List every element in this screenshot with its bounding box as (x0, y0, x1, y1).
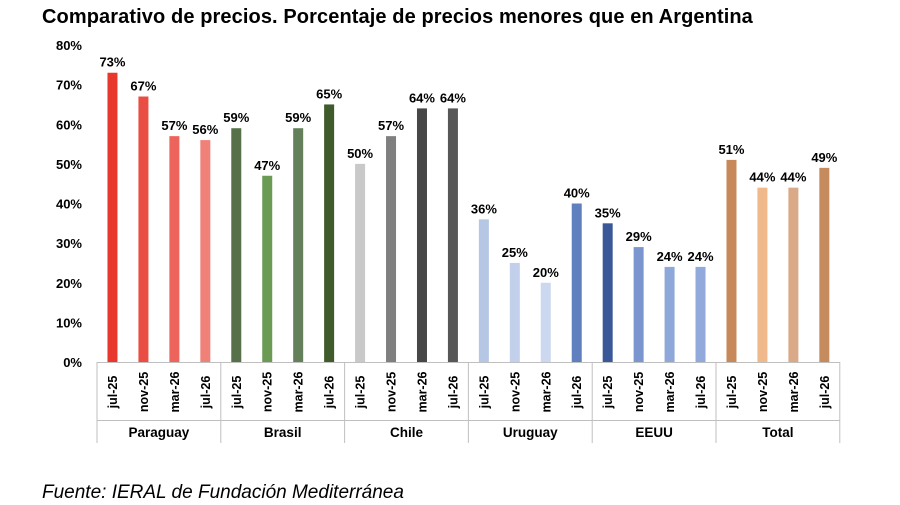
period-tick-label: jul-25 (230, 376, 244, 410)
period-tick-label: jul-26 (323, 376, 337, 410)
period-tick-label: jul-26 (199, 376, 213, 410)
data-label: 20% (533, 265, 559, 280)
period-tick-label: nov-25 (137, 372, 151, 412)
data-label: 40% (564, 186, 590, 201)
x-axis: jul-25 nov-25 mar-26 jul-26 Paraguay jul-25 no… (96, 362, 841, 443)
data-label: 50% (347, 146, 373, 161)
period-tick-label: nov-25 (756, 372, 770, 412)
data-label: 44% (749, 170, 775, 185)
period-tick-label: mar-26 (292, 371, 306, 412)
period-tick-label: mar-26 (787, 371, 801, 412)
period-tick-label: mar-26 (539, 371, 553, 412)
y-tick-label: 0% (63, 355, 82, 370)
data-labels: 73% 67% 57% 56% 59% 47% 59% 65% 50% 57% 64% 64% 36% 2… (99, 55, 837, 280)
bar-brasil-mar-26 (293, 128, 304, 362)
bar-paraguay-jul-26 (200, 140, 211, 362)
data-label: 36% (471, 201, 497, 216)
bars (107, 72, 830, 363)
period-tick-label: jul-25 (354, 376, 368, 410)
period-tick-label: jul-25 (725, 376, 739, 410)
bar-eeuu-jul-25 (602, 223, 613, 362)
data-label: 29% (626, 229, 652, 244)
source-note: Fuente: IERAL de Fundación Mediterránea (42, 482, 404, 503)
y-tick-label: 80% (56, 38, 82, 53)
period-tick-label: nov-25 (385, 372, 399, 412)
bar-paraguay-nov-25 (138, 96, 149, 362)
data-label: 25% (502, 245, 528, 260)
data-label: 35% (595, 205, 621, 220)
group-label-paraguay: Paraguay (129, 425, 190, 440)
data-label: 47% (254, 158, 280, 173)
period-tick-label: jul-26 (818, 376, 832, 410)
data-label: 51% (718, 142, 744, 157)
group-label-total: Total (762, 425, 793, 440)
bar-uruguay-nov-25 (509, 262, 520, 362)
bar-brasil-jul-25 (231, 128, 242, 362)
bar-total-nov-25 (757, 187, 768, 362)
period-tick-label: nov-25 (261, 372, 275, 412)
chart-title: Comparativo de precios. Porcentaje de pr… (42, 6, 753, 28)
group-label-eeuu: EEUU (635, 425, 673, 440)
period-tick-label: mar-26 (415, 371, 429, 412)
bar-brasil-nov-25 (262, 175, 273, 362)
bar-paraguay-mar-26 (169, 136, 180, 362)
data-label: 57% (378, 118, 404, 133)
period-tick-label: jul-26 (694, 376, 708, 410)
bar-eeuu-jul-26 (695, 266, 706, 362)
data-label: 64% (409, 90, 435, 105)
data-label: 57% (161, 118, 187, 133)
period-tick-label: jul-25 (477, 376, 491, 410)
data-label: 49% (811, 150, 837, 165)
y-tick-label: 60% (56, 117, 82, 132)
period-tick-label: nov-25 (632, 372, 646, 412)
y-tick-label: 10% (56, 315, 82, 330)
bar-chile-mar-26 (416, 108, 427, 363)
period-tick-label: jul-25 (601, 376, 615, 410)
bar-uruguay-jul-25 (478, 219, 489, 362)
y-tick-label: 30% (56, 236, 82, 251)
period-tick-label: mar-26 (663, 371, 677, 412)
bar-total-jul-25 (726, 159, 737, 362)
bar-eeuu-nov-25 (633, 247, 644, 362)
data-label: 59% (285, 110, 311, 125)
y-tick-label: 50% (56, 157, 82, 172)
bar-chile-nov-25 (386, 136, 397, 362)
y-tick-label: 20% (56, 276, 82, 291)
period-tick-label: jul-25 (106, 376, 120, 410)
y-tick-label: 70% (56, 78, 82, 93)
data-label: 56% (192, 122, 218, 137)
bar-total-mar-26 (788, 187, 799, 362)
data-label: 59% (223, 110, 249, 125)
group-label-brasil: Brasil (264, 425, 302, 440)
data-label: 24% (688, 249, 714, 264)
period-tick-label: nov-25 (508, 372, 522, 412)
bar-paraguay-jul-25 (107, 72, 118, 363)
bar-chile-jul-26 (447, 108, 458, 363)
bar-uruguay-jul-26 (571, 203, 582, 362)
data-label: 73% (99, 55, 125, 70)
period-tick-label: jul-26 (570, 376, 584, 410)
bar-total-jul-26 (819, 167, 830, 362)
bar-eeuu-mar-26 (664, 266, 675, 362)
group-label-chile: Chile (390, 425, 423, 440)
bar-chile-jul-25 (355, 163, 366, 363)
period-tick-label: mar-26 (168, 371, 182, 412)
y-tick-label: 40% (56, 197, 82, 212)
data-label: 64% (440, 90, 466, 105)
bar-brasil-jul-26 (324, 104, 335, 362)
period-tick-label: jul-26 (446, 376, 460, 410)
data-label: 67% (130, 79, 156, 94)
data-label: 65% (316, 86, 342, 101)
data-label: 24% (657, 249, 683, 264)
y-axis: 0% 10% 20% 30% 40% 50% 60% 70% 80% (56, 38, 82, 370)
data-label: 44% (780, 170, 806, 185)
bar-uruguay-mar-26 (540, 282, 551, 362)
group-label-uruguay: Uruguay (503, 425, 558, 440)
